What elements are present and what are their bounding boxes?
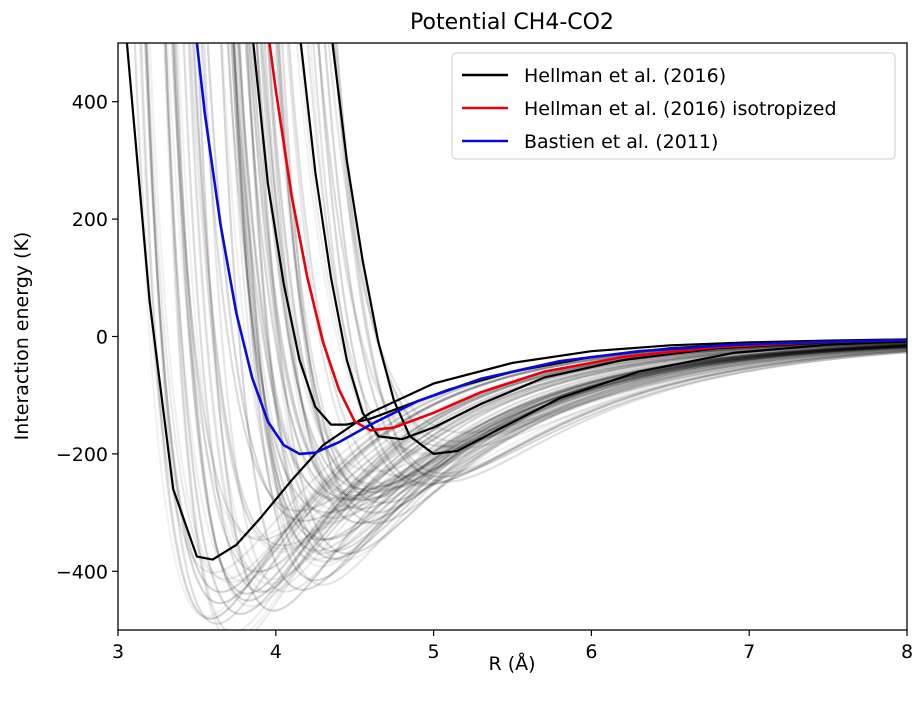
y-axis: −400 −200 0 200 400: [56, 92, 118, 583]
series-line: [125, 43, 907, 561]
ensemble-curve: [298, 43, 907, 457]
y-tick-label: 200: [72, 209, 108, 231]
ensemble-curve: [164, 43, 907, 616]
ensemble-curve: [246, 43, 907, 553]
x-tick-label: 7: [743, 641, 755, 663]
ensemble-curve: [317, 43, 907, 448]
series-layer: [125, 43, 907, 561]
ensemble-curve: [287, 43, 907, 478]
x-tick-label: 3: [112, 641, 124, 663]
ensemble-curve: [176, 43, 907, 573]
ensemble-curve: [255, 43, 907, 562]
y-tick-label: −200: [56, 444, 108, 466]
ensemble-curve: [276, 43, 907, 499]
ensemble-curve: [220, 43, 907, 591]
ensemble-curve: [237, 43, 907, 503]
ensemble-curve: [174, 43, 907, 602]
ensemble-curve: [232, 43, 907, 552]
ensemble-curve: [227, 43, 907, 561]
ensemble-curve: [286, 43, 907, 488]
ensemble-curve: [237, 43, 907, 568]
ensemble-curve: [233, 43, 907, 525]
ensemble-curve: [172, 43, 907, 573]
ensemble-curve: [278, 43, 907, 491]
ensemble-curve: [266, 43, 907, 489]
ensemble-curve: [248, 43, 907, 509]
ensemble-curve: [323, 43, 907, 478]
ensemble-curve: [250, 43, 907, 494]
ensemble-curve: [333, 43, 907, 475]
y-tick-label: −400: [56, 561, 108, 583]
x-tick-label: 4: [270, 641, 282, 663]
series-line: [299, 43, 907, 441]
legend-box: [451, 52, 896, 160]
series-line: [195, 43, 907, 456]
ensemble-curve: [317, 43, 907, 448]
y-tick-label: 400: [72, 92, 108, 114]
ensemble-curve: [267, 43, 907, 525]
ensemble-curve: [238, 43, 907, 520]
legend-label: Hellman et al. (2016): [524, 65, 726, 87]
ensemble-curve: [332, 43, 907, 443]
ensemble-curve: [226, 43, 907, 514]
ensemble-curve: [237, 43, 907, 512]
ensemble-curve: [238, 43, 907, 586]
ensemble-curve: [306, 43, 907, 455]
ensemble-curve: [232, 43, 907, 541]
ensemble-curve: [170, 43, 907, 541]
ensemble-curve: [255, 43, 907, 491]
chart-title: Potential CH4-CO2: [410, 10, 614, 35]
ensemble-curve: [260, 43, 907, 485]
legend-label: Hellman et al. (2016) isotropized: [524, 98, 837, 120]
ensemble-curve: [334, 43, 907, 450]
ensemble-curve: [232, 43, 907, 582]
ensemble-curve: [317, 43, 907, 485]
x-tick-label: 6: [585, 641, 597, 663]
ensemble-curve: [275, 43, 907, 504]
ensemble-curve: [267, 43, 907, 494]
y-tick-label: 0: [96, 327, 108, 349]
ensemble-curve: [335, 43, 907, 483]
ensemble-curve: [255, 43, 907, 555]
ensemble-curve: [203, 43, 907, 593]
y-axis-label: Interaction energy (K): [11, 232, 33, 441]
x-tick-label: 5: [428, 641, 440, 663]
ensemble-curve: [327, 43, 907, 434]
legend-label: Bastien et al. (2011): [524, 131, 718, 153]
ensemble-curve: [230, 43, 907, 541]
ensemble-curve: [244, 43, 907, 501]
ensemble-curve: [230, 43, 907, 555]
ensemble-curve: [262, 43, 907, 525]
x-axis: 3 4 5 6 7 8: [112, 630, 912, 663]
ensemble-curve: [281, 43, 907, 525]
ensemble-curve: [232, 43, 907, 500]
ensemble-curve: [248, 43, 907, 497]
x-axis-label: R (Å): [488, 652, 535, 675]
ensemble-curve: [312, 43, 907, 487]
series-line: [331, 43, 907, 455]
ensemble-curve: [260, 43, 907, 473]
ensemble-curve: [164, 43, 907, 630]
ensemble-curve: [251, 43, 907, 502]
ensemble-curve: [164, 43, 907, 630]
legend: Hellman et al. (2016) Hellman et al. (201…: [451, 52, 896, 160]
ensemble-curve: [245, 43, 907, 560]
x-tick-label: 8: [901, 641, 912, 663]
series-line: [268, 43, 907, 432]
ensemble-curve: [233, 43, 907, 554]
ensemble-curve: [277, 43, 907, 514]
ensemble-curve: [309, 43, 907, 484]
